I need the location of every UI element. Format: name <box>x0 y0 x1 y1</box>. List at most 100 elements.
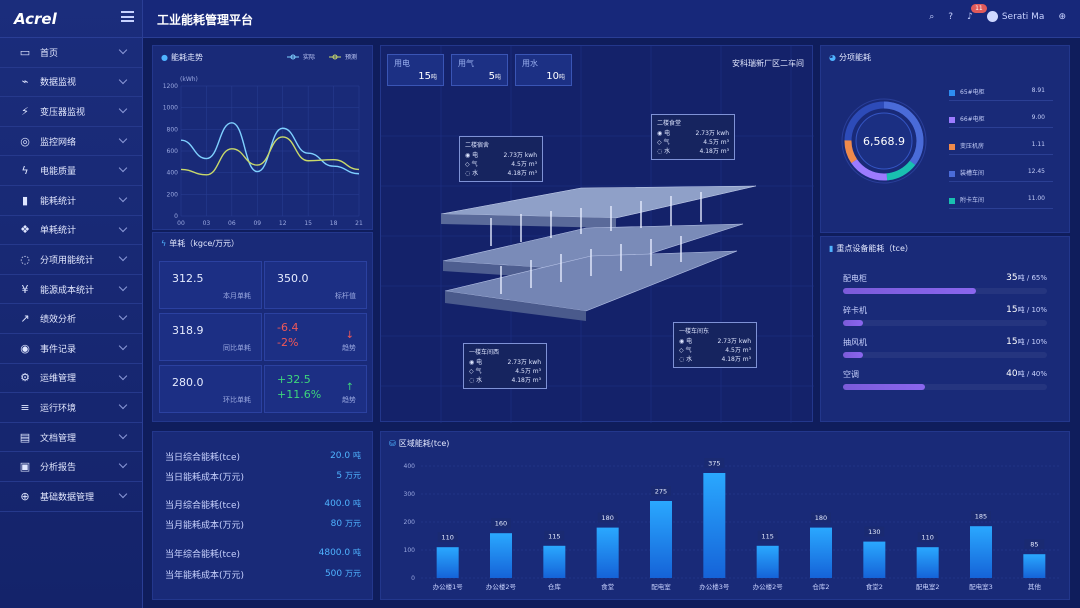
sidebar-item-2[interactable]: ⚡ 变压器监视 <box>0 97 142 127</box>
info-card[interactable]: 二楼宿舍 ◉ 电 2.73万 kwh ◇ 气 4.5万 m³ ◌ 水 4.18万 m³ <box>459 136 543 182</box>
search-icon[interactable]: ⌕ <box>929 11 935 22</box>
sidebar-item-7[interactable]: ◌ 分项用能统计 <box>0 245 142 275</box>
bar[interactable] <box>756 545 779 578</box>
bar[interactable] <box>596 527 619 578</box>
bar[interactable] <box>650 501 672 578</box>
tag-number: 10 <box>546 71 559 82</box>
legend-item[interactable]: 变压机房 1.11 <box>949 141 1053 155</box>
info-row-label-wrap: ◇ 气 <box>469 367 482 376</box>
legend-item[interactable]: 66#电柜 9.00 <box>949 114 1053 128</box>
tag-unit: 吨 <box>430 74 437 81</box>
bar-value-label: 185 <box>975 513 987 521</box>
legend-item[interactable]: 装槽车间 12.45 <box>949 168 1053 182</box>
series-forecast-line <box>180 136 360 176</box>
bar[interactable] <box>436 547 459 578</box>
bar-value-box <box>757 530 778 541</box>
sidebar-item-4[interactable]: ϟ 电能质量 <box>0 156 142 186</box>
bar-value-box <box>864 526 885 537</box>
bar-value-box <box>1024 539 1045 550</box>
bar[interactable] <box>863 541 886 578</box>
summary-unit: 吨 <box>353 499 361 508</box>
equipment-sep: / <box>1024 274 1032 282</box>
sidebar-item-0[interactable]: ▭ 首页 <box>0 38 142 68</box>
info-row-label: 气 <box>475 368 482 375</box>
bar-value-label: 180 <box>815 514 827 522</box>
info-card-title: 一楼车间西 <box>469 349 500 356</box>
sidebar-item-label: 分项用能统计 <box>40 255 95 266</box>
info-row-label: 气 <box>471 161 478 168</box>
info-row-label: 电 <box>476 359 483 366</box>
kpi-label: 本月单耗 <box>223 292 251 300</box>
legend-item[interactable]: 65#电柜 8.91 <box>949 87 1053 101</box>
sidebar-item-13[interactable]: ▤ 文档管理 <box>0 423 142 453</box>
sidebar-item-11[interactable]: ⚙ 运维管理 <box>0 364 142 394</box>
bar[interactable] <box>810 527 832 578</box>
plug-icon: ◉ <box>469 359 477 366</box>
bar[interactable] <box>916 547 939 578</box>
trend-xtick: 12 <box>279 220 287 227</box>
flame-icon: ◇ <box>469 368 476 375</box>
kpi-card-benchmark: 350.0 标杆值 <box>264 261 367 309</box>
bar-category-label: 配电室3 <box>969 582 993 591</box>
info-row-label-wrap: ◇ 气 <box>657 138 670 147</box>
info-row-value: 4.18万 m³ <box>507 170 537 177</box>
sidebar-item-6[interactable]: ❖ 单耗统计 <box>0 216 142 246</box>
bar-ytick: 400 <box>404 463 416 470</box>
bell-icon[interactable]: ♪ 11 <box>967 3 987 22</box>
sidebar-item-1[interactable]: ⌁ 数据监视 <box>0 68 142 98</box>
language-icon[interactable]: ⊕ <box>1058 11 1066 22</box>
drop-icon: ◌ <box>657 148 665 155</box>
legend-swatch <box>949 143 955 150</box>
sidebar-item-label: 首页 <box>40 48 59 59</box>
summary-value: 4800.0 吨 <box>319 547 361 558</box>
equipment-percent: 10% <box>1031 338 1047 346</box>
equipment-percent: 65% <box>1031 274 1047 282</box>
key-equipment-panel: ▮ 重点设备能耗（tce） <box>820 236 1070 422</box>
info-card[interactable]: 二楼食堂 ◉ 电 2.73万 kwh ◇ 气 4.5万 m³ ◌ 水 4.18万 m³ <box>651 114 735 160</box>
logo[interactable]: Acrel <box>0 0 142 38</box>
summary-label: 当日能耗成本(万元) <box>165 473 245 483</box>
info-row-value: 4.18万 m³ <box>511 377 541 384</box>
trend-chart: 1200 1000 800 600 400 200 000 03 06 09 12 15 18 21 实际… <box>163 53 363 227</box>
bar[interactable] <box>970 526 992 578</box>
bar[interactable] <box>543 545 566 578</box>
sidebar-item-15[interactable]: ⊕ 基础数据管理 <box>0 482 142 512</box>
summary-number: 20.0 <box>330 451 351 461</box>
trend-xtick: 21 <box>355 220 363 227</box>
equipment-reading: 35吨 / 65% <box>1006 273 1047 283</box>
sidebar-item-12[interactable]: ≡ 运行环境 <box>0 393 142 423</box>
sidebar-item-8[interactable]: ¥ 能源成本统计 <box>0 275 142 305</box>
bar[interactable] <box>490 533 512 578</box>
chevron-down-icon <box>118 400 128 410</box>
info-card[interactable]: 一楼车间西 ◉ 电 2.73万 kwh ◇ 气 4.5万 m³ ◌ 水 4.18万 m³ <box>463 343 547 389</box>
sidebar-item-10[interactable]: ◉ 事件记录 <box>0 334 142 364</box>
sidebar-item-14[interactable]: ▣ 分析报告 <box>0 452 142 482</box>
bar[interactable] <box>703 473 726 578</box>
info-card[interactable]: 一楼车间东 ◉ 电 2.73万 kwh ◇ 气 4.5万 m³ ◌ 水 4.18万 m³ <box>673 322 757 368</box>
trend-xtick: 00 <box>177 220 185 227</box>
info-card-row: ◇ 气 4.5万 m³ <box>469 367 541 376</box>
info-card-title: 一楼车间东 <box>679 328 710 335</box>
info-card-row: ◇ 气 4.5万 m³ <box>679 346 751 355</box>
sidebar-item-3[interactable]: ◎ 监控网络 <box>0 127 142 157</box>
equipment-unit: 吨 <box>1017 370 1025 378</box>
sidebar-item-9[interactable]: ↗ 绩效分析 <box>0 304 142 334</box>
kpi-delta-percent: -2% <box>277 336 299 349</box>
summary-unit: 万元 <box>345 471 361 480</box>
chevron-down-icon <box>118 460 128 469</box>
bar[interactable] <box>1023 554 1046 578</box>
info-row-label: 电 <box>472 152 479 159</box>
user-menu[interactable]: Serati Ma <box>986 11 1044 22</box>
help-icon[interactable]: ? <box>948 11 954 22</box>
equipment-value: 15 <box>1006 337 1018 347</box>
kpi-card-yoy: 318.9 同比单耗 <box>159 313 262 361</box>
summary-panel: 当日综合能耗(tce) 20.0 吨当日能耗成本(万元) 5 万元 当月综合能耗(tc… <box>152 431 373 600</box>
info-row-value: 4.18万 m³ <box>699 148 729 155</box>
info-row-value: 4.18万 m³ <box>721 356 751 363</box>
equipment-name: 碎卡机 <box>843 306 867 315</box>
legend-item[interactable]: 附卡车间 11.00 <box>949 195 1053 209</box>
sidebar-item-5[interactable]: ▮ 能耗统计 <box>0 186 142 216</box>
info-row-label: 水 <box>664 148 671 155</box>
menu-toggle-icon[interactable] <box>121 11 134 22</box>
sidebar-item-label: 运行环境 <box>40 403 77 414</box>
